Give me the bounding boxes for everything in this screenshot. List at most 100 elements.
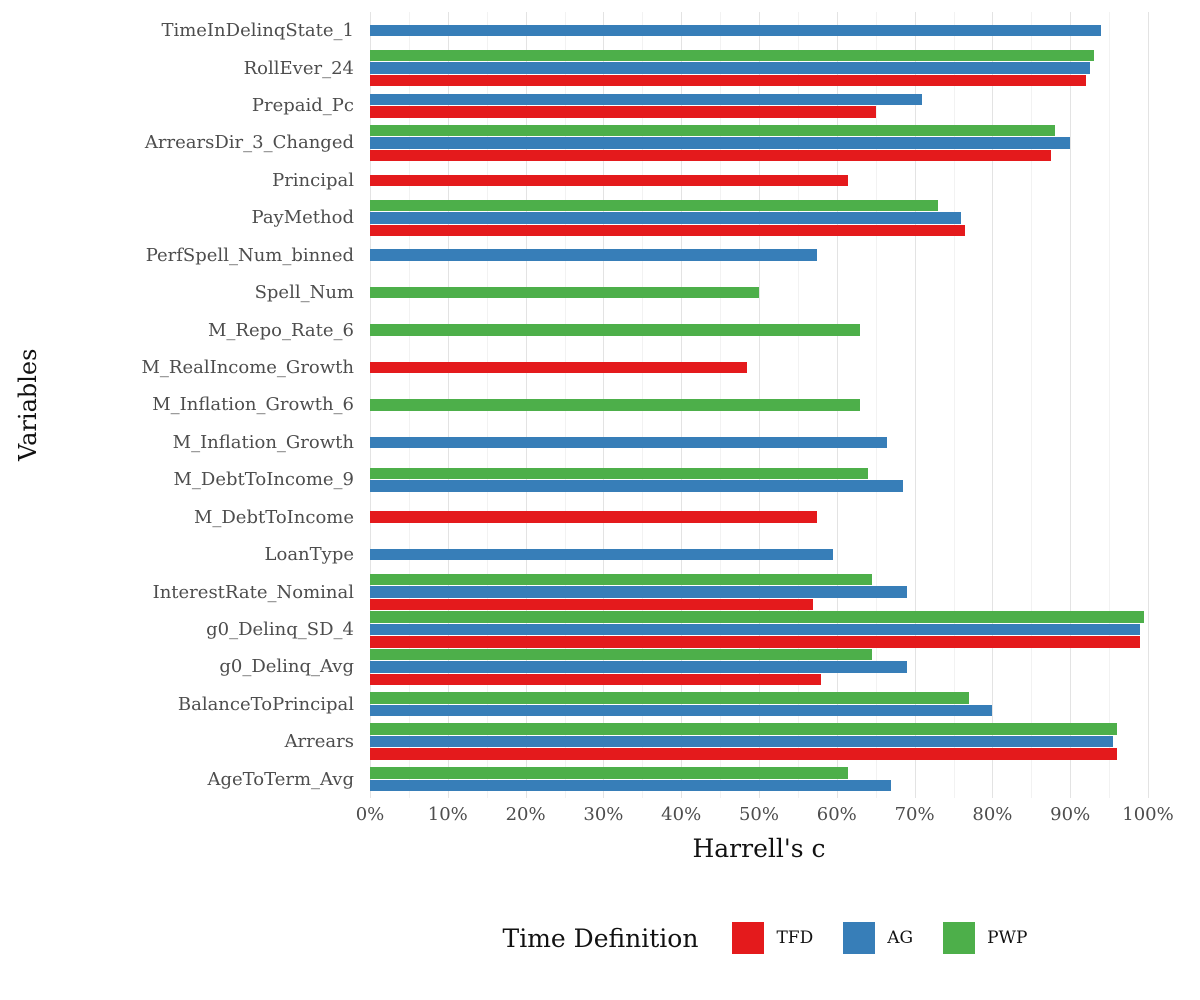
y-tick-label-PayMethod: PayMethod [251,207,354,229]
legend-entry-TFD: TFD [732,922,813,954]
bar-pwp-ArrearsDir_3_Changed [370,124,1055,137]
x-tick-label-10%: 10% [427,804,468,825]
bar-tfd-M_RealIncome_Growth [370,361,748,374]
bar-tfd-Arrears [370,748,1117,760]
bar-ag-AgeToTerm_Avg [370,779,892,792]
bar-ag-M_Inflation_Growth [370,436,888,449]
y-axis-title: Variables [14,348,42,462]
category-row-Spell_Num [370,274,1148,311]
bar-tfd-g0_Delinq_Avg [370,673,822,686]
legend: Time Definition TFD AG PWP [330,908,1200,968]
x-tick-label-0%: 0% [355,804,385,825]
bar-ag-g0_Delinq_Avg [370,661,907,673]
y-tick-label-M_DebtToIncome_9: M_DebtToIncome_9 [173,469,354,491]
bar-tfd-ArrearsDir_3_Changed [370,149,1051,162]
bar-tfd-g0_Delinq_SD_4 [370,636,1141,648]
legend-entry-PWP: PWP [943,922,1027,954]
x-tick-label-60%: 60% [816,804,857,825]
legend-swatch-AG [843,922,876,954]
bar-ag-RollEver_24 [370,62,1090,74]
category-row-g0_Delinq_Avg [370,648,1148,686]
bar-tfd-RollEver_24 [370,74,1086,87]
y-tick-label-ArrearsDir_3_Changed: ArrearsDir_3_Changed [144,132,354,154]
bar-tfd-InterestRate_Nominal [370,598,814,611]
bar-ag-PayMethod [370,212,962,224]
category-row-ArrearsDir_3_Changed [370,124,1148,162]
bar-pwp-M_DebtToIncome_9 [370,467,868,480]
gridline-major [992,12,994,798]
legend-swatch-PWP [943,922,976,954]
category-row-PayMethod [370,199,1148,237]
y-tick-label-M_Inflation_Growth: M_Inflation_Growth [172,431,354,453]
gridline-minor [1109,12,1111,798]
y-tick-label-M_RealIncome_Growth: M_RealIncome_Growth [141,357,354,378]
bar-pwp-M_Inflation_Growth_6 [370,399,861,411]
y-tick-label-InterestRate_Nominal: InterestRate_Nominal [152,581,354,603]
gridline-major [914,12,916,798]
x-tick-label-40%: 40% [661,804,702,825]
category-row-M_Inflation_Growth_6 [370,386,1148,423]
y-tick-label-Spell_Num: Spell_Num [254,282,354,304]
category-row-InterestRate_Nominal [370,573,1148,611]
bar-ag-ArrearsDir_3_Changed [370,137,1071,149]
category-row-g0_Delinq_SD_4 [370,611,1148,648]
bar-ag-PerfSpell_Num_binned [370,249,818,261]
category-row-M_Repo_Rate_6 [370,311,1148,348]
category-row-Arrears [370,723,1148,760]
y-tick-label-LoanType: LoanType [264,544,354,566]
bar-pwp-Spell_Num [370,286,759,299]
y-tick-label-g0_Delinq_SD_4: g0_Delinq_SD_4 [206,618,354,640]
bar-tfd-Principal [370,174,849,187]
legend-title: Time Definition [502,923,699,953]
gridline-major [1070,12,1072,798]
category-row-AgeToTerm_Avg [370,760,1148,797]
legend-entry-AG: AG [843,922,913,954]
y-tick-label-BalanceToPrincipal: BalanceToPrincipal [177,693,354,715]
bar-pwp-M_Repo_Rate_6 [370,324,861,336]
y-tick-label-M_Inflation_Growth_6: M_Inflation_Growth_6 [152,394,354,416]
category-row-M_DebtToIncome_9 [370,461,1148,498]
category-row-TimeInDelinqState_1 [370,12,1148,49]
bar-ag-LoanType [370,548,833,561]
legend-label-PWP: PWP [987,928,1028,948]
y-tick-label-M_DebtToIncome: M_DebtToIncome [193,506,354,528]
x-tick-label-90%: 90% [1050,804,1091,825]
bar-pwp-g0_Delinq_SD_4 [370,611,1145,623]
bar-pwp-InterestRate_Nominal [370,573,872,586]
bar-pwp-Arrears [370,723,1117,735]
gridline-major [1148,12,1149,798]
category-row-RollEver_24 [370,49,1148,87]
bar-ag-Arrears [370,735,1113,748]
legend-entries: TFD AG PWP [732,922,1027,954]
y-tick-label-Arrears: Arrears [284,731,354,753]
category-row-Principal [370,162,1148,199]
bar-pwp-RollEver_24 [370,49,1094,62]
category-row-Prepaid_Pc [370,87,1148,124]
legend-swatch-TFD [732,922,765,954]
legend-label-AG: AG [887,928,914,948]
gridline-minor [875,12,877,798]
bar-pwp-PayMethod [370,199,938,212]
category-row-M_Inflation_Growth [370,424,1148,461]
plot-area [370,12,1149,798]
x-axis-tick-labels: 0% 10% 20% 30% 40% 50% 60% 70% 80% 90% 100% [356,804,1174,830]
gridline-minor [953,12,955,798]
x-tick-label-80%: 80% [972,804,1013,825]
gridline-minor [1031,12,1033,798]
x-tick-label-30%: 30% [583,804,624,825]
bar-ag-M_DebtToIncome_9 [370,480,903,492]
bar-tfd-PayMethod [370,224,966,237]
bar-pwp-BalanceToPrincipal [370,692,970,704]
bar-tfd-Prepaid_Pc [370,106,876,118]
bar-ag-InterestRate_Nominal [370,586,907,598]
category-row-PerfSpell_Num_binned [370,237,1148,274]
category-row-LoanType [370,536,1148,573]
y-tick-label-g0_Delinq_Avg: g0_Delinq_Avg [219,656,354,678]
x-axis-title: Harrell's c [692,834,826,863]
bar-tfd-M_DebtToIncome [370,511,818,523]
category-row-M_DebtToIncome [370,498,1148,535]
category-row-M_RealIncome_Growth [370,349,1148,386]
category-row-BalanceToPrincipal [370,686,1148,723]
y-tick-label-RollEver_24: RollEver_24 [243,57,354,79]
